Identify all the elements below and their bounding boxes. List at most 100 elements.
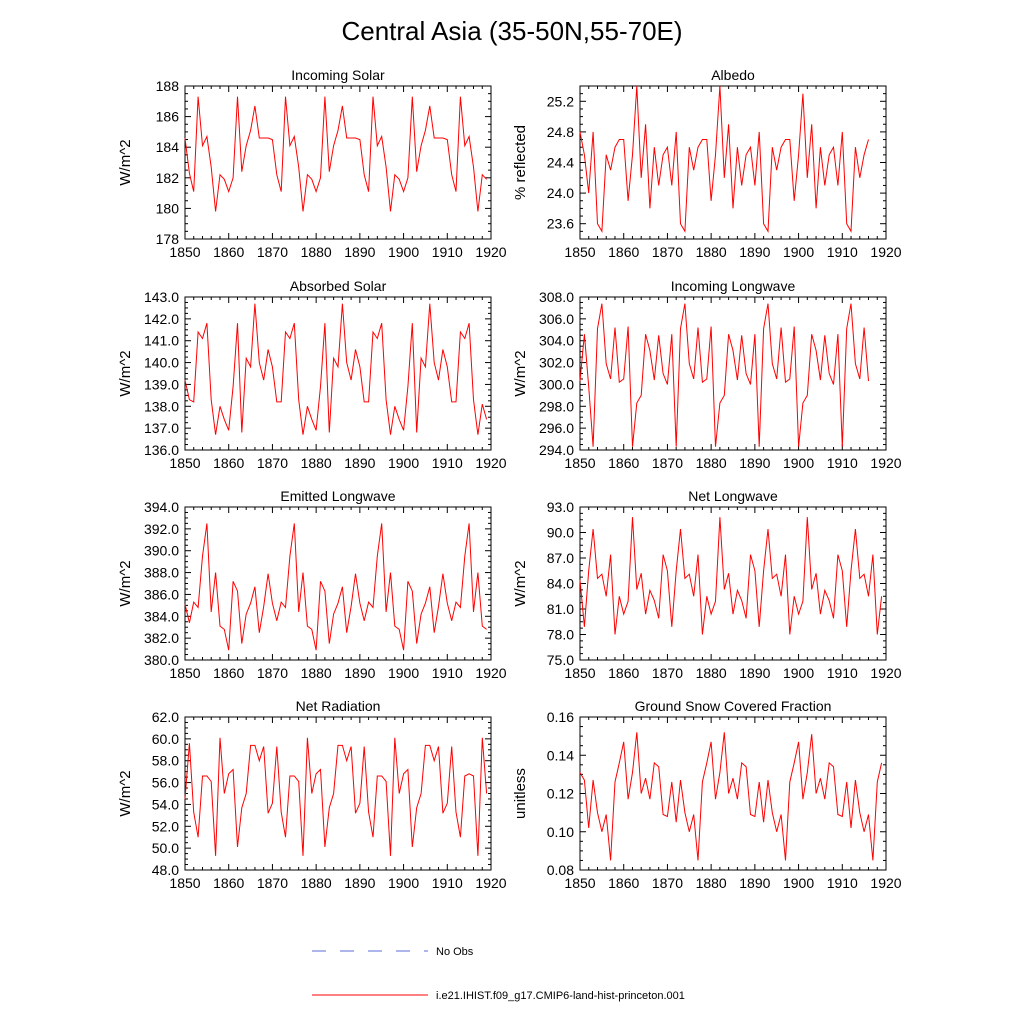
x-tick-label: 1860	[608, 875, 639, 891]
x-tick-label: 1860	[213, 455, 244, 471]
y-axis-label: W/m^2	[512, 560, 529, 606]
y-tick-label: 392.0	[144, 521, 179, 537]
y-tick-label: 140.0	[144, 355, 179, 371]
x-tick-label: 1860	[608, 665, 639, 681]
panel-title: Absorbed Solar	[290, 278, 387, 294]
y-tick-label: 296.0	[539, 420, 574, 436]
plot-frame	[184, 506, 492, 661]
x-tick-label: 1920	[870, 455, 901, 471]
panel-title: Net Longwave	[688, 488, 778, 504]
panel-0: Incoming Solar W/m^2 1850 1860 1870 1880 1890 1…	[117, 67, 507, 260]
y-tick-label: 0.12	[547, 786, 574, 802]
x-tick-label: 1850	[564, 244, 595, 260]
x-tick-label: 1850	[169, 875, 200, 891]
y-tick-label: 58.0	[152, 753, 179, 769]
y-axis-label: W/m^2	[512, 350, 529, 396]
y-tick-label: 143.0	[144, 289, 179, 305]
x-tick-label: 1900	[388, 875, 419, 891]
panels: Incoming Solar W/m^2 1850 1860 1870 1880 1890 1…	[117, 67, 902, 891]
x-tick-label: 1850	[564, 875, 595, 891]
panel-title: Emitted Longwave	[280, 488, 395, 504]
y-tick-label: 48.0	[152, 862, 179, 878]
x-tick-label: 1880	[301, 875, 332, 891]
panel-title: Incoming Solar	[291, 67, 385, 83]
x-tick-label: 1890	[739, 665, 770, 681]
x-tick-label: 1920	[475, 455, 506, 471]
x-tick-label: 1860	[213, 244, 244, 260]
panel-3: Incoming Longwave W/m^2 1850 1860 1870 1880 18…	[512, 278, 902, 471]
x-tick-label: 1910	[827, 665, 858, 681]
y-tick-label: 388.0	[144, 565, 179, 581]
y-tick-label: 0.10	[547, 824, 574, 840]
panel-6: Net Radiation W/m^2 1850 1860 1870 1880 1890 19…	[117, 698, 507, 891]
x-tick-label: 1880	[301, 455, 332, 471]
x-tick-label: 1910	[432, 455, 463, 471]
y-tick-label: 182	[156, 170, 180, 186]
x-tick-label: 1860	[608, 244, 639, 260]
main-title: Central Asia (35-50N,55-70E)	[341, 16, 682, 46]
y-tick-label: 186	[156, 109, 180, 125]
y-tick-label: 78.0	[547, 627, 574, 643]
y-tick-label: 390.0	[144, 543, 179, 559]
x-tick-label: 1920	[475, 875, 506, 891]
x-tick-label: 1880	[696, 455, 727, 471]
series-line	[184, 523, 487, 651]
x-tick-label: 1900	[783, 875, 814, 891]
panel-5: Net Longwave W/m^2 1850 1860 1870 1880 1890 190…	[512, 488, 902, 681]
x-tick-label: 1870	[652, 244, 683, 260]
x-tick-label: 1890	[344, 244, 375, 260]
y-tick-label: 382.0	[144, 630, 179, 646]
x-tick-label: 1850	[169, 665, 200, 681]
y-axis-label: W/m^2	[117, 560, 134, 606]
x-tick-label: 1870	[652, 455, 683, 471]
series-line	[579, 517, 883, 635]
y-tick-label: 304.0	[539, 333, 574, 349]
panel-title: Albedo	[711, 67, 755, 83]
y-tick-label: 75.0	[547, 652, 574, 668]
y-tick-label: 137.0	[144, 420, 179, 436]
y-axis-label: W/m^2	[117, 350, 134, 396]
series-line	[579, 732, 883, 861]
y-tick-label: 52.0	[152, 818, 179, 834]
series-line	[184, 303, 488, 435]
x-tick-label: 1850	[564, 665, 595, 681]
x-tick-label: 1870	[257, 875, 288, 891]
y-tick-label: 56.0	[152, 775, 179, 791]
plot-frame	[184, 85, 492, 240]
y-tick-label: 62.0	[152, 709, 179, 725]
x-tick-label: 1920	[475, 244, 506, 260]
panel-1: Albedo % reflected 1850 1860 1870 1880 1890 190…	[512, 67, 902, 260]
y-tick-label: 188	[156, 78, 180, 94]
legend-model-label: i.e21.IHIST.f09_g17.CMIP6-land-hist-prin…	[436, 990, 685, 1002]
x-tick-label: 1890	[344, 665, 375, 681]
y-tick-label: 60.0	[152, 731, 179, 747]
x-tick-label: 1900	[388, 244, 419, 260]
x-tick-label: 1870	[652, 875, 683, 891]
x-tick-label: 1900	[388, 665, 419, 681]
panel-7: Ground Snow Covered Fraction unitless 1850…	[512, 698, 902, 891]
series-line	[579, 303, 869, 447]
y-axis-label: W/m^2	[117, 139, 134, 185]
y-tick-label: 23.6	[547, 216, 574, 232]
legend-no-obs-label: No Obs	[436, 946, 474, 958]
y-tick-label: 139.0	[144, 376, 179, 392]
y-tick-label: 180	[156, 200, 180, 216]
y-tick-label: 386.0	[144, 586, 179, 602]
x-tick-label: 1900	[783, 665, 814, 681]
y-tick-label: 0.14	[547, 747, 574, 763]
x-tick-label: 1880	[301, 665, 332, 681]
x-tick-label: 1890	[739, 455, 770, 471]
plot-frame	[184, 296, 492, 451]
x-tick-label: 1890	[739, 875, 770, 891]
y-tick-label: 184	[156, 139, 180, 155]
x-tick-label: 1910	[432, 244, 463, 260]
plot-frame	[579, 506, 887, 661]
x-tick-label: 1870	[257, 455, 288, 471]
y-tick-label: 84.0	[547, 576, 574, 592]
x-tick-label: 1860	[213, 665, 244, 681]
y-tick-label: 87.0	[547, 550, 574, 566]
x-tick-label: 1910	[432, 875, 463, 891]
y-axis-label: W/m^2	[117, 770, 134, 816]
panel-title: Net Radiation	[296, 698, 381, 714]
